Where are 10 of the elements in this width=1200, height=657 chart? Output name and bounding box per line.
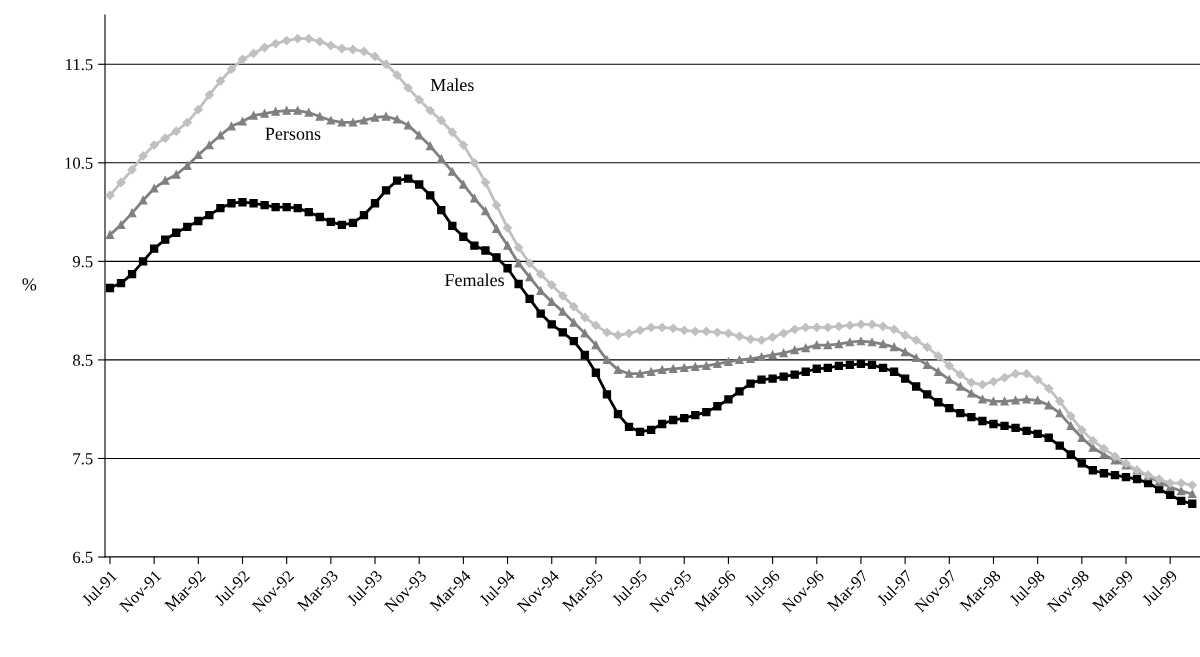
y-axis-title: % [22,278,37,291]
y-tick-label: 7.5 [73,453,93,465]
series-label: Males [430,78,474,92]
y-tick-label: 8.5 [73,354,93,366]
y-tick-label: 9.5 [72,256,93,268]
y-tick-label: 11.5 [66,59,93,71]
y-tick-label: 10.5 [65,157,93,169]
series-label: Persons [265,127,321,140]
y-tick-label: 6.5 [73,551,93,564]
series-label: Females [444,273,504,287]
